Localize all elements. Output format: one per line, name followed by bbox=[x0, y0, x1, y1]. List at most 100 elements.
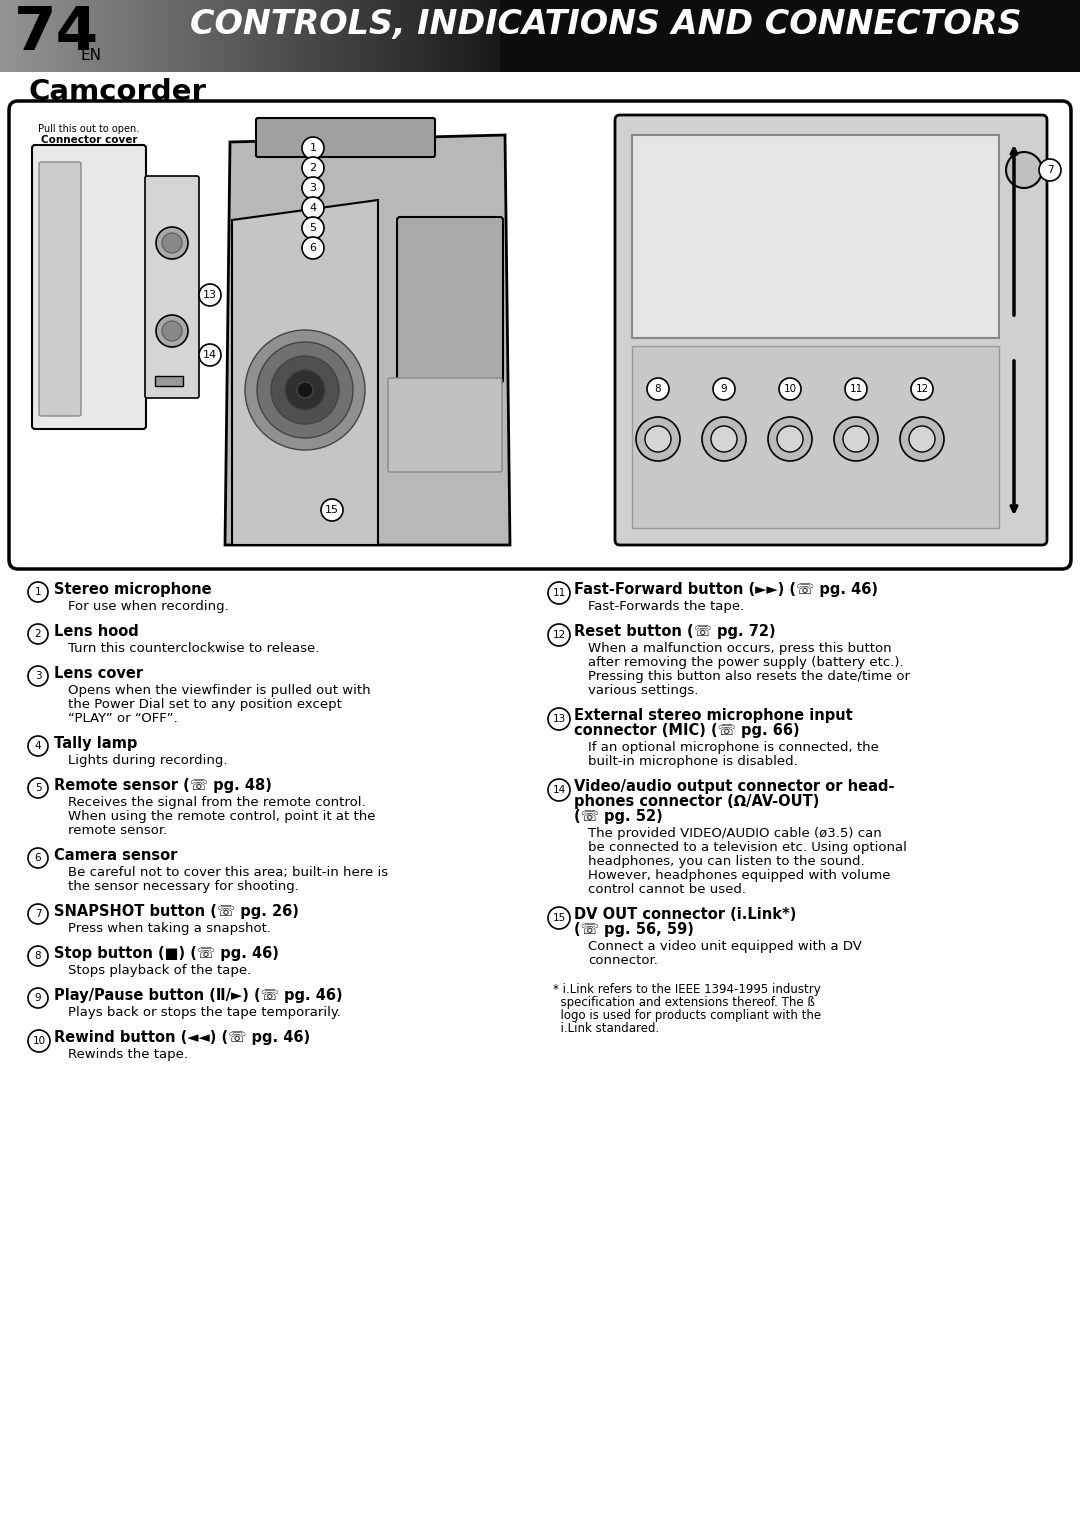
FancyBboxPatch shape bbox=[145, 176, 199, 399]
Text: connector (MIC) (☏ pg. 66): connector (MIC) (☏ pg. 66) bbox=[573, 724, 799, 737]
Text: remote sensor.: remote sensor. bbox=[68, 825, 167, 837]
Text: 4: 4 bbox=[35, 740, 41, 751]
Circle shape bbox=[1039, 159, 1061, 181]
Text: Connector cover: Connector cover bbox=[41, 135, 137, 146]
Circle shape bbox=[548, 908, 570, 929]
Circle shape bbox=[845, 379, 867, 400]
Circle shape bbox=[1005, 152, 1042, 189]
Text: 4: 4 bbox=[310, 202, 316, 213]
Circle shape bbox=[162, 233, 183, 253]
Text: Connect a video unit equipped with a DV: Connect a video unit equipped with a DV bbox=[588, 940, 862, 954]
Circle shape bbox=[302, 218, 324, 239]
Text: 5: 5 bbox=[35, 783, 41, 793]
Text: Turn this counterclockwise to release.: Turn this counterclockwise to release. bbox=[68, 642, 320, 655]
Circle shape bbox=[636, 417, 680, 461]
Text: When a malfunction occurs, press this button: When a malfunction occurs, press this bu… bbox=[588, 642, 892, 655]
Circle shape bbox=[297, 382, 313, 399]
Text: When using the remote control, point it at the: When using the remote control, point it … bbox=[68, 809, 376, 823]
Text: 3: 3 bbox=[310, 182, 316, 193]
Circle shape bbox=[702, 417, 746, 461]
Text: Press when taking a snapshot.: Press when taking a snapshot. bbox=[68, 921, 271, 935]
Text: phones connector (Ω/AV-OUT): phones connector (Ω/AV-OUT) bbox=[573, 794, 820, 809]
Text: 6: 6 bbox=[35, 852, 41, 863]
Text: logo is used for products compliant with the: logo is used for products compliant with… bbox=[553, 1009, 821, 1023]
Text: The provided VIDEO/AUDIO cable (ø3.5) can: The provided VIDEO/AUDIO cable (ø3.5) ca… bbox=[588, 826, 881, 840]
Circle shape bbox=[900, 417, 944, 461]
Text: control cannot be used.: control cannot be used. bbox=[588, 883, 746, 895]
Circle shape bbox=[647, 379, 669, 400]
Text: 8: 8 bbox=[654, 383, 661, 394]
Text: connector.: connector. bbox=[588, 954, 658, 967]
Bar bbox=[156, 376, 183, 386]
Text: “PLAY” or “OFF”.: “PLAY” or “OFF”. bbox=[68, 711, 178, 725]
Text: EN: EN bbox=[80, 48, 102, 63]
Text: 15: 15 bbox=[552, 914, 566, 923]
Text: Stereo microphone: Stereo microphone bbox=[54, 583, 212, 596]
Text: 1: 1 bbox=[35, 587, 41, 596]
Text: 1: 1 bbox=[310, 143, 316, 153]
Text: various settings.: various settings. bbox=[588, 684, 699, 698]
Text: Video/audio output connector or head-: Video/audio output connector or head- bbox=[573, 779, 894, 794]
Circle shape bbox=[28, 946, 48, 966]
Text: 5: 5 bbox=[310, 222, 316, 233]
Circle shape bbox=[28, 904, 48, 924]
Circle shape bbox=[245, 330, 365, 451]
Text: after removing the power supply (battery etc.).: after removing the power supply (battery… bbox=[588, 656, 904, 668]
Text: Stops playback of the tape.: Stops playback of the tape. bbox=[68, 964, 252, 977]
Text: However, headphones equipped with volume: However, headphones equipped with volume bbox=[588, 869, 891, 881]
Text: Camcorder: Camcorder bbox=[28, 78, 206, 106]
Text: Receives the signal from the remote control.: Receives the signal from the remote cont… bbox=[68, 796, 366, 809]
Text: 14: 14 bbox=[552, 785, 566, 796]
Circle shape bbox=[28, 987, 48, 1009]
Circle shape bbox=[777, 426, 804, 452]
Circle shape bbox=[548, 779, 570, 802]
Text: Stop button (■) (☏ pg. 46): Stop button (■) (☏ pg. 46) bbox=[54, 946, 279, 961]
Text: 9: 9 bbox=[720, 383, 727, 394]
Circle shape bbox=[156, 314, 188, 346]
Text: Play/Pause button (Ⅱ/►) (☏ pg. 46): Play/Pause button (Ⅱ/►) (☏ pg. 46) bbox=[54, 987, 342, 1003]
Text: Tally lamp: Tally lamp bbox=[54, 736, 137, 751]
Circle shape bbox=[257, 342, 353, 438]
Circle shape bbox=[909, 426, 935, 452]
Text: built-in microphone is disabled.: built-in microphone is disabled. bbox=[588, 754, 798, 768]
Bar bbox=[632, 346, 999, 527]
Text: 7: 7 bbox=[35, 909, 41, 918]
Circle shape bbox=[302, 176, 324, 199]
Circle shape bbox=[548, 624, 570, 645]
Text: * i.Link refers to the IEEE 1394-1995 industry: * i.Link refers to the IEEE 1394-1995 in… bbox=[553, 983, 821, 996]
Text: specification and extensions thereof. The ß: specification and extensions thereof. Th… bbox=[553, 996, 815, 1009]
Circle shape bbox=[28, 1030, 50, 1052]
Circle shape bbox=[28, 624, 48, 644]
Circle shape bbox=[156, 227, 188, 259]
FancyBboxPatch shape bbox=[32, 146, 146, 429]
Circle shape bbox=[548, 708, 570, 730]
Text: Pull this out to open.: Pull this out to open. bbox=[39, 124, 139, 133]
Text: Fast-Forwards the tape.: Fast-Forwards the tape. bbox=[588, 599, 744, 613]
Circle shape bbox=[28, 848, 48, 868]
Circle shape bbox=[271, 356, 339, 425]
Text: 8: 8 bbox=[35, 950, 41, 961]
FancyBboxPatch shape bbox=[39, 162, 81, 415]
Text: Be careful not to cover this area; built-in here is: Be careful not to cover this area; built… bbox=[68, 866, 388, 878]
Text: be connected to a television etc. Using optional: be connected to a television etc. Using … bbox=[588, 842, 907, 854]
Polygon shape bbox=[225, 135, 510, 546]
Text: Camera sensor: Camera sensor bbox=[54, 848, 177, 863]
Text: 12: 12 bbox=[916, 383, 929, 394]
Text: 10: 10 bbox=[32, 1036, 45, 1046]
Circle shape bbox=[302, 156, 324, 179]
Text: 13: 13 bbox=[552, 714, 566, 724]
Text: 10: 10 bbox=[783, 383, 797, 394]
Bar bbox=[500, 0, 1080, 72]
Circle shape bbox=[28, 665, 48, 685]
Text: 14: 14 bbox=[203, 350, 217, 360]
Polygon shape bbox=[232, 199, 378, 546]
Text: Rewind button (◄◄) (☏ pg. 46): Rewind button (◄◄) (☏ pg. 46) bbox=[54, 1030, 310, 1046]
Circle shape bbox=[28, 779, 48, 799]
Text: 2: 2 bbox=[310, 162, 316, 173]
Text: DV OUT connector (i.Link*): DV OUT connector (i.Link*) bbox=[573, 908, 796, 921]
Text: 7: 7 bbox=[1047, 166, 1053, 175]
Circle shape bbox=[834, 417, 878, 461]
Circle shape bbox=[28, 583, 48, 602]
Text: (☏ pg. 52): (☏ pg. 52) bbox=[573, 809, 663, 825]
Bar bbox=[632, 135, 999, 337]
